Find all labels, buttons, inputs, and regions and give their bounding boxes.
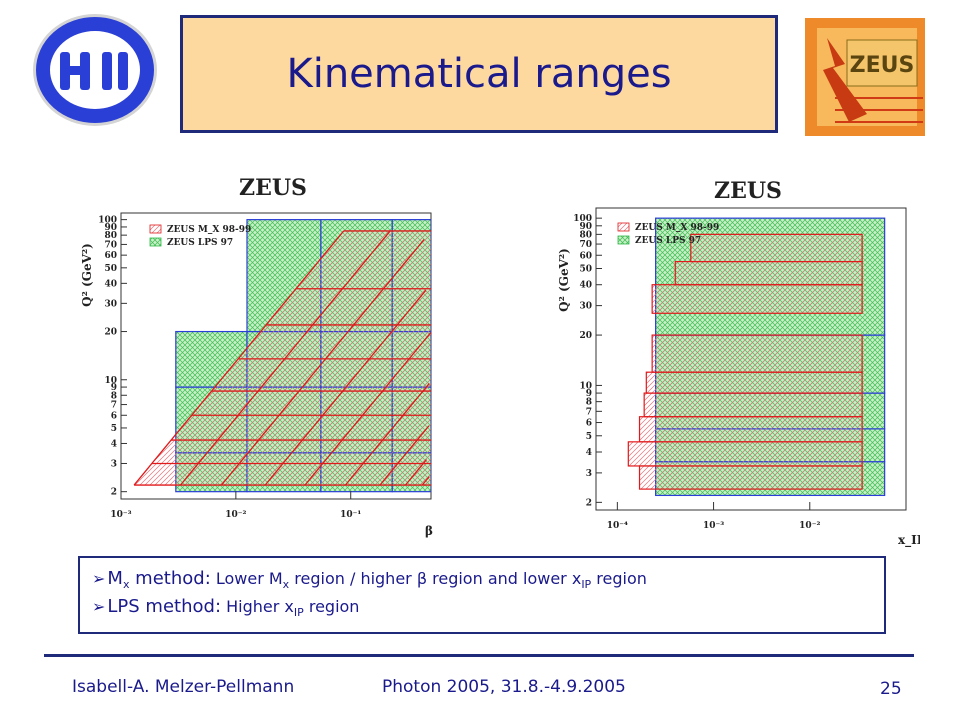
slide-title: Kinematical ranges: [286, 51, 672, 97]
mx-beta-curve: [264, 289, 427, 486]
mx-beta-curve: [304, 332, 431, 486]
mx-bin: [638, 465, 863, 490]
footer-rule: [44, 654, 914, 657]
mx-bin: [645, 371, 863, 394]
y-tick-label: 7: [586, 407, 592, 417]
mx-bin: [690, 233, 863, 263]
y-tick-label: 60: [579, 251, 592, 261]
legend-mx-swatch: [617, 222, 630, 232]
y-tick-label: 4: [586, 448, 592, 458]
chart2-frame: [595, 207, 907, 511]
legend-lps-swatch: [149, 237, 162, 247]
legend-mx-label: ZEUS M_X 98-99: [635, 223, 719, 233]
y-tick-label: 20: [104, 328, 117, 338]
x-tick-label: 10⁻¹: [340, 510, 361, 520]
mx-beta-curve: [344, 382, 430, 486]
x-tick-label: 10⁻³: [110, 510, 131, 520]
x-tick-label: 10⁻³: [703, 521, 724, 531]
y-tick-label: 9: [111, 383, 117, 393]
y-tick-label: 80: [579, 230, 592, 240]
h1-logo: H1: [33, 14, 157, 126]
legend-mx-swatch: [149, 224, 162, 234]
mx-beta-curve: [180, 230, 391, 486]
zeus-logo: ZEUS: [805, 18, 925, 136]
y-tick-label: 3: [111, 459, 117, 469]
y-tick-label: 10: [579, 381, 592, 391]
y-tick-label: 70: [104, 240, 117, 250]
mx-bin: [651, 284, 863, 314]
y-tick-label: 4: [111, 439, 117, 449]
y-tick-label: 8: [586, 398, 592, 408]
footer-author: Isabell-A. Melzer-Pellmann: [72, 677, 295, 697]
bullet-lps: ➢ LPS method: Higher xIP region: [92, 596, 360, 619]
y-tick-label: 2: [111, 488, 117, 498]
x-tick-label: 10⁻²: [799, 521, 820, 531]
y-tick-label: 60: [104, 251, 117, 261]
legend-lps-label: ZEUS LPS 97: [635, 236, 701, 246]
mx-beta-curve: [421, 476, 430, 486]
svg-text:ZEUS: ZEUS: [850, 53, 915, 78]
y-tick-label: 6: [586, 419, 592, 429]
chart2-ylabel: Q² (GeV²): [557, 248, 571, 312]
page-number: 25: [880, 679, 902, 699]
y-tick-label: 5: [111, 424, 117, 434]
chart1-xlabel: β: [425, 524, 433, 538]
y-tick-label: 3: [586, 469, 592, 479]
mx-bin: [643, 392, 863, 418]
bullet-arrow-icon: ➢: [92, 597, 106, 616]
y-tick-label: 7: [111, 401, 117, 411]
y-tick-label: 30: [104, 299, 117, 309]
chart2-title: ZEUS: [714, 178, 782, 204]
y-tick-label: 90: [579, 222, 592, 232]
chart1-title: ZEUS: [239, 175, 307, 201]
y-tick-label: 10: [104, 376, 117, 386]
y-tick-label: 9: [586, 389, 592, 399]
y-tick-label: 90: [104, 223, 117, 233]
y-tick-label: 70: [579, 240, 592, 250]
bullet-mx: ➢ Mx method: Lower Mx region / higher β r…: [92, 568, 647, 591]
mx-beta-curve: [405, 459, 428, 486]
mx-bin: [651, 334, 863, 373]
y-tick-label: 8: [111, 391, 117, 401]
x-tick-label: 10⁻²: [225, 510, 246, 520]
svg-text:H1: H1: [95, 77, 97, 79]
bullet-arrow-icon: ➢: [92, 569, 106, 588]
y-tick-label: 40: [104, 279, 117, 289]
y-tick-label: 50: [579, 265, 592, 275]
mx-beta-curve: [221, 238, 425, 486]
bullet-box: ➢ Mx method: Lower Mx region / higher β r…: [78, 556, 886, 634]
y-tick-label: 40: [579, 281, 592, 291]
mx-bin: [638, 416, 863, 443]
y-tick-label: 20: [579, 331, 592, 341]
y-tick-label: 80: [104, 231, 117, 241]
y-tick-label: 100: [573, 214, 592, 224]
footer-event: Photon 2005, 31.8.-4.9.2005: [382, 677, 626, 697]
legend-mx-label: ZEUS M_X 98-99: [167, 225, 251, 235]
y-tick-label: 30: [579, 302, 592, 312]
chart2-xlabel: x_IP: [898, 533, 920, 548]
chart1-ylabel: Q² (GeV²): [80, 243, 94, 307]
legend-lps-label: ZEUS LPS 97: [167, 238, 233, 248]
mx-beta-curve: [133, 230, 345, 486]
y-tick-label: 100: [98, 216, 117, 226]
y-tick-label: 6: [111, 411, 117, 421]
x-tick-label: 10⁻⁴: [607, 521, 628, 531]
title-box: Kinematical ranges: [180, 15, 778, 133]
y-tick-label: 2: [586, 498, 592, 508]
y-tick-label: 5: [586, 432, 592, 442]
mx-bin: [674, 260, 863, 286]
legend-lps-swatch: [617, 235, 630, 245]
y-tick-label: 50: [104, 264, 117, 274]
mx-bin: [627, 441, 863, 467]
mx-beta-curve: [379, 425, 430, 486]
